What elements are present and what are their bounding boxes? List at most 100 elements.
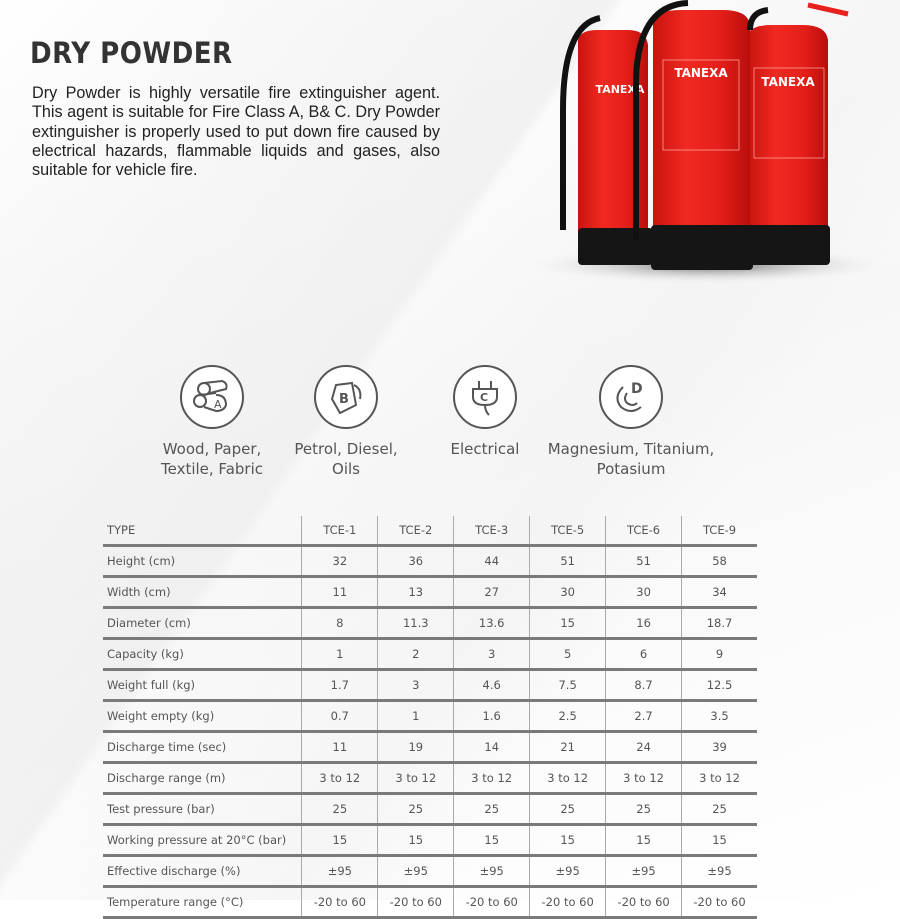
- cell-value: 25: [681, 793, 757, 826]
- row-label: Test pressure (bar): [103, 793, 302, 826]
- cell-value: 2.7: [605, 700, 682, 733]
- cell-value: 51: [605, 545, 682, 578]
- cell-value: 25: [301, 793, 378, 826]
- page-title: DRY POWDER: [30, 36, 233, 70]
- header-cell: TYPE: [103, 516, 302, 547]
- cell-value: 27: [453, 576, 530, 609]
- cell-value: 16: [605, 607, 682, 640]
- table-row: Capacity (kg) 1 2 3 5 6 9: [103, 638, 757, 671]
- cell-value: 1.6: [453, 700, 530, 733]
- row-label: Temperature range (°C): [103, 886, 302, 919]
- cell-value: 3 to 12: [377, 762, 454, 795]
- cell-value: 25: [605, 793, 682, 826]
- cell-value: 8: [301, 607, 378, 640]
- brand-label: TANEXA: [761, 75, 815, 89]
- cell-value: 1: [377, 700, 454, 733]
- cell-value: 15: [301, 824, 378, 857]
- cell-value: 11: [301, 731, 378, 764]
- row-label: Discharge time (sec): [103, 731, 302, 764]
- cell-value: 15: [453, 824, 530, 857]
- row-label: Width (cm): [103, 576, 302, 609]
- cell-value: 3 to 12: [605, 762, 682, 795]
- cell-value: 15: [377, 824, 454, 857]
- cell-value: 3 to 12: [453, 762, 530, 795]
- cell-value: 1: [301, 638, 378, 671]
- header-cell: TCE-3: [453, 516, 530, 547]
- cell-value: 12.5: [681, 669, 757, 702]
- row-label: Height (cm): [103, 545, 302, 578]
- cell-value: 3 to 12: [529, 762, 606, 795]
- row-label: Weight empty (kg): [103, 700, 302, 733]
- cell-value: 3 to 12: [681, 762, 757, 795]
- class-label: Potasium: [596, 460, 666, 478]
- spec-table: TYPE TCE-1 TCE-2 TCE-3 TCE-5 TCE-6 TCE-9…: [103, 516, 757, 919]
- cell-value: ±95: [377, 855, 454, 888]
- class-label: Electrical: [450, 440, 520, 458]
- fire-class-c: C Electrical: [400, 365, 570, 459]
- table-header-row: TYPE TCE-1 TCE-2 TCE-3 TCE-5 TCE-6 TCE-9: [103, 516, 757, 547]
- cell-value: -20 to 60: [529, 886, 606, 919]
- cell-value: 39: [681, 731, 757, 764]
- cell-value: 5: [529, 638, 606, 671]
- cell-value: ±95: [681, 855, 757, 888]
- cell-value: 32: [301, 545, 378, 578]
- cell-value: 21: [529, 731, 606, 764]
- cell-value: 0.7: [301, 700, 378, 733]
- cell-value: ±95: [301, 855, 378, 888]
- row-label: Weight full (kg): [103, 669, 302, 702]
- table-row: Height (cm) 32 36 44 51 51 58: [103, 545, 757, 578]
- cell-value: 18.7: [681, 607, 757, 640]
- header-cell: TCE-6: [605, 516, 682, 547]
- row-label: Effective discharge (%): [103, 855, 302, 888]
- header-cell: TCE-5: [529, 516, 606, 547]
- extinguisher-product-image: TANEXA TANEXA TANEXA: [518, 0, 898, 285]
- brand-label: TANEXA: [596, 83, 645, 96]
- cell-value: 13.6: [453, 607, 530, 640]
- header-cell: TCE-9: [681, 516, 757, 547]
- cell-value: 7.5: [529, 669, 606, 702]
- cell-value: 36: [377, 545, 454, 578]
- table-row: Discharge range (m) 3 to 12 3 to 12 3 to 12…: [103, 762, 757, 795]
- cell-value: 15: [529, 607, 606, 640]
- cell-value: 13: [377, 576, 454, 609]
- cell-value: 34: [681, 576, 757, 609]
- table-row: Weight full (kg) 1.7 3 4.6 7.5 8.7 12.5: [103, 669, 757, 702]
- svg-text:C: C: [480, 391, 488, 404]
- cell-value: ±95: [605, 855, 682, 888]
- cell-value: 30: [529, 576, 606, 609]
- cell-value: 2: [377, 638, 454, 671]
- row-label: Working pressure at 20°C (bar): [103, 824, 302, 857]
- cell-value: 14: [453, 731, 530, 764]
- cell-value: -20 to 60: [301, 886, 378, 919]
- description: Dry Powder is highly versatile fire exti…: [32, 84, 440, 180]
- cell-value: 11: [301, 576, 378, 609]
- cell-value: -20 to 60: [605, 886, 682, 919]
- cell-value: 2.5: [529, 700, 606, 733]
- cell-value: 51: [529, 545, 606, 578]
- cell-value: 44: [453, 545, 530, 578]
- table-row: Diameter (cm) 8 11.3 13.6 15 16 18.7: [103, 607, 757, 640]
- fire-class-a: A Wood, Paper, Textile, Fabric: [127, 365, 297, 479]
- cell-value: ±95: [453, 855, 530, 888]
- cell-value: 15: [605, 824, 682, 857]
- cell-value: 25: [529, 793, 606, 826]
- cell-value: 25: [453, 793, 530, 826]
- class-label: Wood, Paper,: [162, 440, 262, 458]
- class-label: Magnesium, Titanium,: [547, 440, 715, 458]
- fire-class-b: B Petrol, Diesel, Oils: [261, 365, 431, 479]
- class-label: Oils: [332, 460, 360, 478]
- cell-value: 3: [377, 669, 454, 702]
- fire-class-d: D Magnesium, Titanium, Potasium: [546, 365, 716, 479]
- wood-logs-icon: A: [180, 365, 244, 429]
- table-row: Weight empty (kg) 0.7 1 1.6 2.5 2.7 3.5: [103, 700, 757, 733]
- cell-value: 1.7: [301, 669, 378, 702]
- cell-value: 58: [681, 545, 757, 578]
- cell-value: -20 to 60: [377, 886, 454, 919]
- header-cell: TCE-2: [377, 516, 454, 547]
- cell-value: 9: [681, 638, 757, 671]
- cell-value: 19: [377, 731, 454, 764]
- cell-value: -20 to 60: [453, 886, 530, 919]
- row-label: Discharge range (m): [103, 762, 302, 795]
- row-label: Diameter (cm): [103, 607, 302, 640]
- cell-value: 3: [453, 638, 530, 671]
